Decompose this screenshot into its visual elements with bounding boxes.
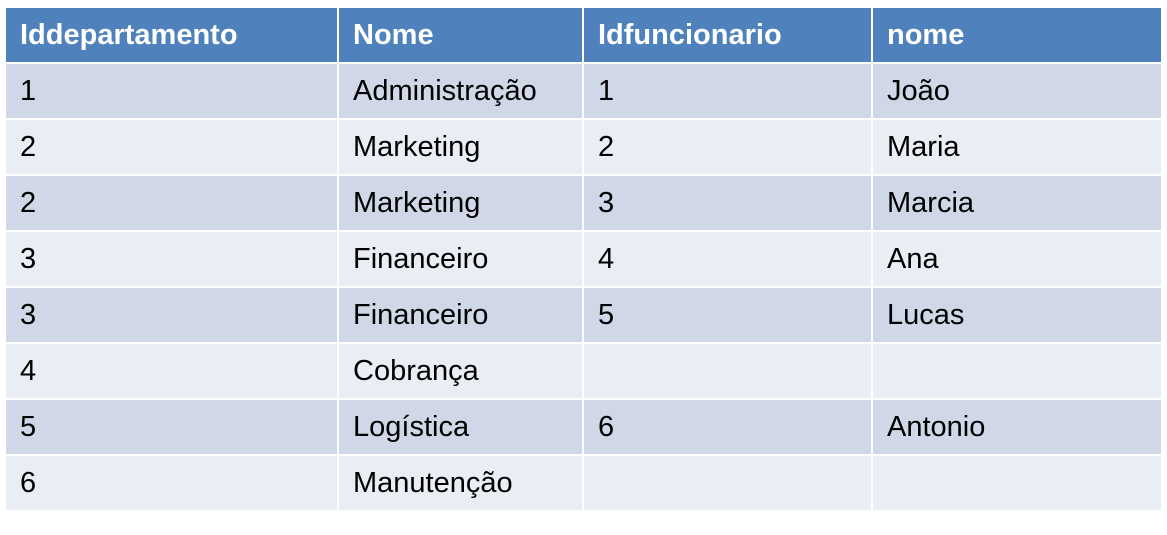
cell-nome-departamento: Manutenção bbox=[337, 454, 584, 512]
cell-iddepartamento: 4 bbox=[4, 342, 339, 400]
cell-idfuncionario: 1 bbox=[582, 62, 873, 120]
table-row: 5 Logística 6 Antonio bbox=[4, 398, 1163, 456]
cell-nome-departamento: Marketing bbox=[337, 174, 584, 232]
cell-iddepartamento: 5 bbox=[4, 398, 339, 456]
cell-nome-funcionario: João bbox=[871, 62, 1163, 120]
cell-nome-departamento: Cobrança bbox=[337, 342, 584, 400]
table-row: 2 Marketing 2 Maria bbox=[4, 118, 1163, 176]
cell-iddepartamento: 2 bbox=[4, 174, 339, 232]
table-row: 6 Manutenção bbox=[4, 454, 1163, 512]
cell-nome-departamento: Marketing bbox=[337, 118, 584, 176]
cell-nome-departamento: Financeiro bbox=[337, 230, 584, 288]
cell-nome-funcionario: Antonio bbox=[871, 398, 1163, 456]
cell-nome-funcionario: Ana bbox=[871, 230, 1163, 288]
department-employee-table: Iddepartamento Nome Idfuncionario nome 1… bbox=[4, 6, 1163, 512]
cell-idfuncionario: 6 bbox=[582, 398, 873, 456]
header-nome-funcionario: nome bbox=[871, 6, 1163, 64]
header-idfuncionario: Idfuncionario bbox=[582, 6, 873, 64]
cell-nome-funcionario bbox=[871, 342, 1163, 400]
cell-iddepartamento: 3 bbox=[4, 286, 339, 344]
table-row: 3 Financeiro 4 Ana bbox=[4, 230, 1163, 288]
cell-nome-funcionario bbox=[871, 454, 1163, 512]
cell-idfuncionario bbox=[582, 342, 873, 400]
cell-iddepartamento: 1 bbox=[4, 62, 339, 120]
cell-idfuncionario: 3 bbox=[582, 174, 873, 232]
table-row: 3 Financeiro 5 Lucas bbox=[4, 286, 1163, 344]
cell-idfuncionario: 5 bbox=[582, 286, 873, 344]
cell-iddepartamento: 6 bbox=[4, 454, 339, 512]
header-iddepartamento: Iddepartamento bbox=[4, 6, 339, 64]
data-table-container: Iddepartamento Nome Idfuncionario nome 1… bbox=[4, 6, 1163, 512]
cell-nome-funcionario: Maria bbox=[871, 118, 1163, 176]
cell-idfuncionario bbox=[582, 454, 873, 512]
cell-nome-funcionario: Lucas bbox=[871, 286, 1163, 344]
cell-nome-departamento: Logística bbox=[337, 398, 584, 456]
table-row: 2 Marketing 3 Marcia bbox=[4, 174, 1163, 232]
cell-nome-departamento: Administração bbox=[337, 62, 584, 120]
cell-nome-funcionario: Marcia bbox=[871, 174, 1163, 232]
header-nome-departamento: Nome bbox=[337, 6, 584, 64]
header-row: Iddepartamento Nome Idfuncionario nome bbox=[4, 6, 1163, 64]
table-row: 4 Cobrança bbox=[4, 342, 1163, 400]
cell-iddepartamento: 2 bbox=[4, 118, 339, 176]
table-row: 1 Administração 1 João bbox=[4, 62, 1163, 120]
cell-idfuncionario: 2 bbox=[582, 118, 873, 176]
cell-iddepartamento: 3 bbox=[4, 230, 339, 288]
cell-idfuncionario: 4 bbox=[582, 230, 873, 288]
cell-nome-departamento: Financeiro bbox=[337, 286, 584, 344]
